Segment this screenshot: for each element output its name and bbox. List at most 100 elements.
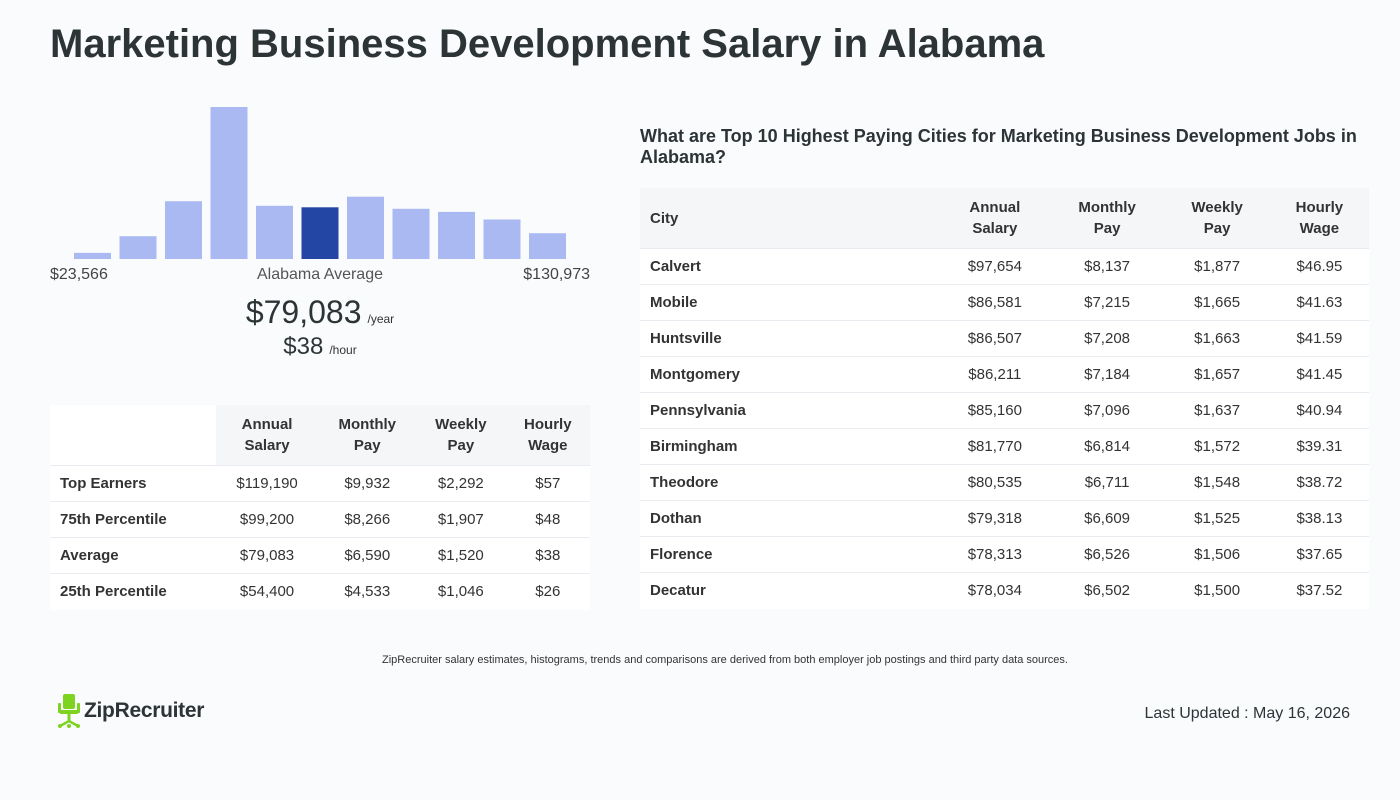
- cell-monthly: $4,533: [318, 573, 417, 610]
- cell-hourly: $38: [505, 537, 590, 574]
- histogram-bar: [438, 211, 475, 259]
- cell-monthly: $6,590: [318, 537, 417, 574]
- header-annual: Annual Salary: [969, 199, 1021, 237]
- average-salary-block: $79,083/year $38/hour: [50, 294, 590, 361]
- cell-weekly: $1,907: [416, 501, 506, 538]
- histogram-bar: [483, 219, 521, 259]
- header-blank: [50, 405, 216, 466]
- cell-weekly: $1,548: [1164, 464, 1270, 501]
- cell-hourly: $48: [505, 501, 590, 538]
- city-table: City Annual Salary Monthly Pay Weekly Pay H…: [640, 188, 1369, 609]
- row-label: Pennsylvania: [640, 392, 940, 429]
- header-hourly: Hourly Wage: [524, 416, 572, 454]
- histogram-bar: [347, 196, 384, 259]
- percentile-table-header: Annual Salary Monthly Pay Weekly Pay Hourly…: [50, 405, 590, 466]
- row-label: 25th Percentile: [50, 573, 216, 610]
- cell-hourly: $41.45: [1269, 356, 1369, 393]
- histogram-bar: [392, 208, 430, 259]
- table-row: Top Earners $119,190 $9,932 $2,292 $57: [50, 465, 590, 502]
- row-label: Mobile: [640, 284, 940, 321]
- cell-monthly: $7,096: [1049, 392, 1165, 429]
- cell-weekly: $1,500: [1164, 572, 1270, 609]
- ziprecruiter-logo[interactable]: ZipRecruiter: [58, 694, 204, 728]
- average-yearly-unit: /year: [367, 312, 395, 326]
- header-monthly: Monthly Pay: [1078, 199, 1136, 237]
- table-row: Montgomery $86,211 $7,184 $1,657 $41.45: [640, 356, 1369, 393]
- cell-hourly: $37.52: [1269, 572, 1369, 609]
- cell-monthly: $7,215: [1049, 284, 1165, 321]
- row-label: Montgomery: [640, 356, 940, 393]
- city-table-header: City Annual Salary Monthly Pay Weekly Pay H…: [640, 188, 1369, 249]
- row-label: 75th Percentile: [50, 501, 216, 538]
- header-monthly: Monthly Pay: [338, 416, 397, 454]
- cell-monthly: $9,932: [318, 465, 417, 502]
- histogram-labels: Alabama Average $23,566 $130,973: [50, 266, 590, 286]
- salary-histogram: [74, 107, 566, 259]
- table-row: 75th Percentile $99,200 $8,266 $1,907 $4…: [50, 501, 590, 538]
- row-label: Top Earners: [50, 465, 216, 502]
- average-hourly: $38/hour: [50, 333, 590, 361]
- cell-hourly: $39.31: [1269, 428, 1369, 465]
- cell-annual: $78,313: [940, 536, 1050, 573]
- histogram-bar: [529, 233, 566, 259]
- histogram-bar: [74, 252, 111, 259]
- row-label: Theodore: [640, 464, 940, 501]
- page-title: Marketing Business Development Salary in…: [50, 22, 1045, 66]
- table-row: Dothan $79,318 $6,609 $1,525 $38.13: [640, 500, 1369, 537]
- histogram-bar: [119, 236, 157, 259]
- cell-monthly: $6,502: [1049, 572, 1165, 609]
- logo-text: ZipRecruiter: [84, 699, 205, 722]
- row-label: Huntsville: [640, 320, 940, 357]
- cell-annual: $85,160: [940, 392, 1050, 429]
- cell-monthly: $7,208: [1049, 320, 1165, 357]
- cell-hourly: $26: [505, 573, 590, 610]
- cell-annual: $86,211: [940, 356, 1050, 393]
- cell-monthly: $6,711: [1049, 464, 1165, 501]
- cell-hourly: $41.59: [1269, 320, 1369, 357]
- cell-weekly: $1,663: [1164, 320, 1270, 357]
- row-label: Florence: [640, 536, 940, 573]
- table-row: Pennsylvania $85,160 $7,096 $1,637 $40.94: [640, 392, 1369, 429]
- histogram-bar: [165, 201, 202, 259]
- header-weekly: Weekly Pay: [435, 416, 487, 454]
- last-updated: Last Updated : May 16, 2026: [1144, 705, 1350, 722]
- cell-weekly: $1,506: [1164, 536, 1270, 573]
- average-yearly-value: $79,083: [245, 294, 362, 330]
- average-hourly-value: $38: [283, 333, 324, 360]
- table-row: 25th Percentile $54,400 $4,533 $1,046 $2…: [50, 573, 590, 610]
- cell-annual: $97,654: [940, 248, 1050, 285]
- row-label: Dothan: [640, 500, 940, 537]
- cell-annual: $86,507: [940, 320, 1050, 357]
- cell-weekly: $1,637: [1164, 392, 1270, 429]
- table-row: Average $79,083 $6,590 $1,520 $38: [50, 537, 590, 574]
- cell-annual: $79,318: [940, 500, 1050, 537]
- row-label: Average: [50, 537, 216, 574]
- row-label: Calvert: [640, 248, 940, 285]
- percentile-table: Annual Salary Monthly Pay Weekly Pay Hourly…: [50, 405, 590, 610]
- table-row: Florence $78,313 $6,526 $1,506 $37.65: [640, 536, 1369, 573]
- header-annual: Annual Salary: [241, 416, 293, 454]
- cell-annual: $80,535: [940, 464, 1050, 501]
- cell-monthly: $6,526: [1049, 536, 1165, 573]
- cell-annual: $78,034: [940, 572, 1050, 609]
- row-label: Birmingham: [640, 428, 940, 465]
- cell-weekly: $1,520: [416, 537, 506, 574]
- cell-annual: $81,770: [940, 428, 1050, 465]
- cell-annual: $79,083: [215, 537, 319, 574]
- table-row: Theodore $80,535 $6,711 $1,548 $38.72: [640, 464, 1369, 501]
- cell-annual: $54,400: [215, 573, 319, 610]
- cell-weekly: $2,292: [416, 465, 506, 502]
- cell-weekly: $1,657: [1164, 356, 1270, 393]
- cities-heading: What are Top 10 Highest Paying Cities fo…: [640, 126, 1357, 167]
- table-row: Mobile $86,581 $7,215 $1,665 $41.63: [640, 284, 1369, 321]
- cell-monthly: $7,184: [1049, 356, 1165, 393]
- cell-annual: $99,200: [215, 501, 319, 538]
- cell-monthly: $6,609: [1049, 500, 1165, 537]
- histogram-min-label: $23,566: [50, 266, 108, 283]
- footnote: ZipRecruiter salary estimates, histogram…: [382, 654, 1068, 666]
- table-row: Huntsville $86,507 $7,208 $1,663 $41.59: [640, 320, 1369, 357]
- cell-annual: $86,581: [940, 284, 1050, 321]
- cell-weekly: $1,525: [1164, 500, 1270, 537]
- cell-hourly: $40.94: [1269, 392, 1369, 429]
- histogram-max-label: $130,973: [523, 266, 590, 283]
